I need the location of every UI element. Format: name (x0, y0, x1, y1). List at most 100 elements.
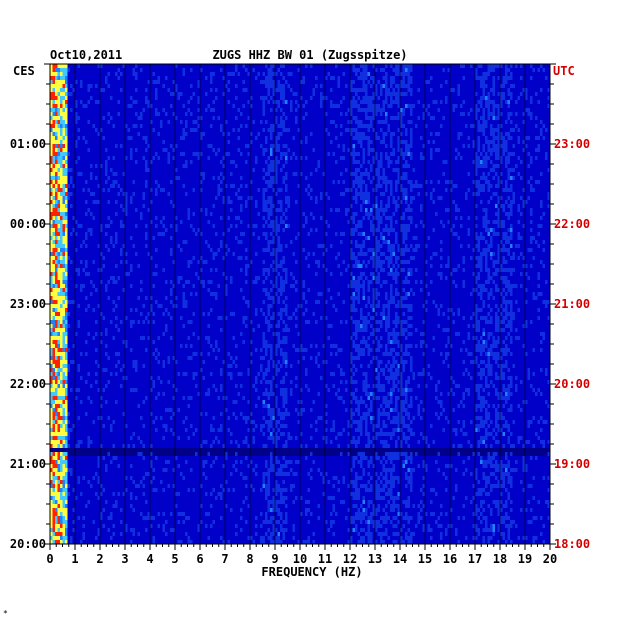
spectrogram-cell (522, 256, 525, 260)
spectrogram-cell (310, 132, 313, 136)
spectrogram-cell (395, 200, 398, 204)
spectrogram-cell (50, 288, 53, 292)
spectrogram-cell (387, 180, 390, 184)
spectrogram-cell (62, 388, 65, 392)
spectrogram-cell (327, 388, 330, 392)
spectrogram-cell (375, 368, 378, 372)
spectrogram-cell (410, 368, 413, 372)
spectrogram-cell (105, 384, 108, 388)
spectrogram-cell (265, 380, 268, 384)
spectrogram-cell (272, 144, 275, 148)
spectrogram-cell (417, 408, 420, 412)
spectrogram-cell (65, 240, 68, 244)
spectrogram-cell (490, 292, 493, 296)
spectrogram-cell (372, 300, 375, 304)
spectrogram-cell (537, 180, 540, 184)
spectrogram-cell (55, 408, 58, 412)
spectrogram-cell (155, 88, 158, 92)
spectrogram-cell (377, 292, 380, 296)
spectrogram-cell (52, 128, 55, 132)
spectrogram-cell (395, 276, 398, 280)
spectrogram-cell (250, 180, 253, 184)
spectrogram-cell (447, 208, 450, 212)
spectrogram-cell (355, 88, 358, 92)
spectrogram-cell (230, 440, 233, 444)
spectrogram-cell (147, 104, 150, 108)
spectrogram-cell (302, 280, 305, 284)
spectrogram-cell (275, 180, 278, 184)
spectrogram-cell (487, 228, 490, 232)
spectrogram-cell (540, 216, 543, 220)
spectrogram-cell (87, 304, 90, 308)
spectrogram-cell (167, 156, 170, 160)
spectrogram-cell (475, 408, 478, 412)
spectrogram-cell (155, 264, 158, 268)
spectrogram-cell (510, 432, 513, 436)
spectrogram-cell (65, 364, 68, 368)
spectrogram-cell (392, 252, 395, 256)
spectrogram-cell (255, 376, 258, 380)
spectrogram-cell (497, 320, 500, 324)
spectrogram-cell (182, 128, 185, 132)
spectrogram-cell (150, 256, 153, 260)
spectrogram-cell (497, 124, 500, 128)
spectrogram-cell (432, 116, 435, 120)
spectrogram-cell (365, 100, 368, 104)
spectrogram-cell (277, 340, 280, 344)
spectrogram-cell (387, 244, 390, 248)
spectrogram-cell (387, 264, 390, 268)
spectrogram-cell (55, 336, 58, 340)
spectrogram-cell (75, 396, 78, 400)
spectrogram-cell (440, 124, 443, 128)
spectrogram-cell (265, 64, 268, 68)
spectrogram-cell (202, 376, 205, 380)
spectrogram-cell (270, 344, 273, 348)
spectrogram-cell (60, 132, 63, 136)
spectrogram-cell (402, 260, 405, 264)
spectrogram-cell (375, 248, 378, 252)
spectrogram-cell (362, 100, 365, 104)
spectrogram-cell (97, 64, 100, 68)
spectrogram-cell (295, 100, 298, 104)
spectrogram-cell (135, 368, 138, 372)
spectrogram-cell (240, 256, 243, 260)
spectrogram-cell (170, 144, 173, 148)
spectrogram-cell (480, 292, 483, 296)
spectrogram-cell (62, 416, 65, 420)
spectrogram-cell (385, 348, 388, 352)
spectrogram-cell (285, 280, 288, 284)
spectrogram-cell (277, 428, 280, 432)
spectrogram-cell (112, 172, 115, 176)
spectrogram-cell (482, 224, 485, 228)
spectrogram-cell (497, 200, 500, 204)
spectrogram-cell (125, 196, 128, 200)
spectrogram-cell (375, 424, 378, 428)
spectrogram-cell (275, 192, 278, 196)
spectrogram-cell (400, 132, 403, 136)
spectrogram-cell (372, 392, 375, 396)
spectrogram-cell (340, 240, 343, 244)
spectrogram-cell (360, 208, 363, 212)
spectrogram-cell (372, 288, 375, 292)
spectrogram-cell (355, 244, 358, 248)
spectrogram-cell (490, 88, 493, 92)
spectrogram-cell (267, 200, 270, 204)
spectrogram-cell (507, 176, 510, 180)
spectrogram-cell (342, 180, 345, 184)
spectrogram-cell (280, 188, 283, 192)
spectrogram-cell (102, 424, 105, 428)
spectrogram-cell (175, 388, 178, 392)
spectrogram-cell (480, 164, 483, 168)
spectrogram-cell (220, 372, 223, 376)
spectrogram-cell (170, 408, 173, 412)
spectrogram-cell (170, 292, 173, 296)
spectrogram-cell (470, 352, 473, 356)
spectrogram-cell (395, 400, 398, 404)
spectrogram-cell (62, 312, 65, 316)
spectrogram-cell (122, 64, 125, 68)
spectrogram-cell (515, 384, 518, 388)
spectrogram-cell (57, 200, 60, 204)
spectrogram-cell (402, 328, 405, 332)
spectrogram-cell (432, 300, 435, 304)
spectrogram-cell (60, 400, 63, 404)
